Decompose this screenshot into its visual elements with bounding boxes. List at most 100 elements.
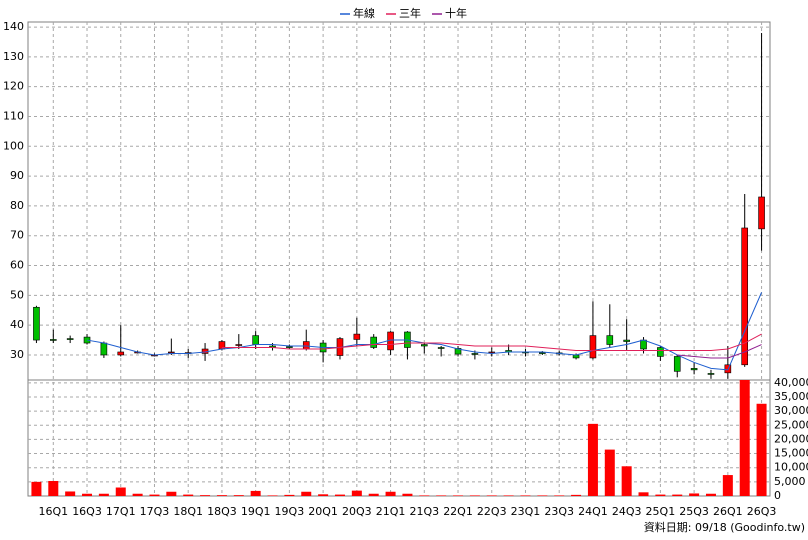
candle-body [758, 196, 765, 230]
x-tick-label: 21Q1 [376, 505, 406, 518]
y-tick-label: 35,000 [774, 390, 808, 403]
candle-body [673, 356, 681, 372]
volume-bar [402, 493, 413, 496]
x-tick-label: 17Q3 [140, 505, 170, 518]
candle-body [420, 344, 428, 347]
y-tick-label: 30,000 [774, 404, 808, 417]
candle-body [454, 348, 462, 355]
y-tick-label: 50 [10, 288, 24, 301]
volume-bar [284, 494, 295, 496]
volume-bar [587, 423, 598, 496]
volume-bar [689, 493, 700, 496]
y-tick-label: 130 [3, 50, 24, 63]
volume-bar [48, 481, 59, 496]
volume-bar [520, 495, 531, 496]
volume-bar [115, 487, 126, 496]
candle-body [117, 351, 125, 356]
x-tick-label: 18Q1 [173, 505, 203, 518]
y-tick-label: 40,000 [774, 376, 808, 389]
volume-bar [82, 493, 93, 496]
candle-body [286, 346, 293, 348]
candle-body [606, 335, 614, 345]
y-tick-label: 80 [10, 199, 24, 212]
x-tick-label: 18Q3 [207, 505, 237, 518]
volume-bar [486, 495, 497, 496]
volume-bar [571, 494, 582, 496]
candle-body [437, 347, 445, 349]
x-tick-label: 22Q3 [477, 505, 507, 518]
candle-body [235, 344, 243, 346]
candle-body [49, 339, 57, 341]
y-tick-label: 10,000 [774, 461, 808, 474]
volume-bar [98, 493, 109, 496]
candle-body [252, 335, 259, 345]
volume-bar [233, 495, 244, 496]
volume-bar [638, 492, 649, 496]
volume-bar [200, 495, 211, 496]
volume-bar [318, 494, 329, 496]
volume-bar [705, 493, 716, 496]
x-tick-label: 16Q3 [72, 505, 102, 518]
x-tick-label: 25Q1 [646, 505, 676, 518]
candle-body [33, 306, 40, 341]
volume-bar [65, 491, 76, 496]
legend-label: 年線 [353, 6, 375, 20]
volume-bar [739, 380, 750, 496]
volume-bar [149, 494, 160, 496]
candle-body [66, 338, 74, 340]
x-tick-label: 26Q3 [747, 505, 777, 518]
volume-bar [334, 494, 345, 496]
volume-bar [503, 495, 514, 496]
volume-bar [554, 495, 565, 496]
volume-bar [621, 466, 632, 496]
y-tick-label: 40 [10, 318, 24, 331]
x-tick-label: 20Q1 [308, 505, 338, 518]
volume-bar [301, 491, 312, 496]
x-tick-label: 26Q1 [713, 505, 743, 518]
candle-body [623, 339, 630, 342]
volume-bar [722, 475, 733, 496]
ma-line [677, 344, 762, 359]
plot-frame [27, 21, 771, 497]
candle-body [589, 335, 597, 359]
x-tick-label: 24Q1 [578, 505, 608, 518]
candle-body [370, 336, 378, 348]
y-tick-label: 25,000 [774, 418, 808, 431]
y-tick-label: 70 [10, 229, 24, 242]
y-tick-label: 20,000 [774, 432, 808, 445]
x-tick-label: 17Q1 [106, 505, 136, 518]
volume-bar [351, 490, 362, 496]
volume-bar [436, 495, 447, 496]
y-tick-label: 90 [10, 169, 24, 182]
y-tick-label: 110 [3, 109, 24, 122]
volume-bar [537, 495, 548, 496]
candle-body [353, 333, 361, 340]
y-tick-label: 140 [3, 20, 24, 33]
x-tick-label: 22Q1 [443, 505, 473, 518]
x-tick-label: 19Q3 [275, 505, 305, 518]
volume-bar [655, 494, 666, 496]
volume-bar [756, 403, 767, 496]
y-tick-label: 15,000 [774, 447, 808, 460]
candle-body [657, 347, 664, 357]
candle-body [302, 341, 310, 350]
volume-bar [183, 494, 194, 496]
x-tick-label: 19Q1 [241, 505, 271, 518]
volume-bar [469, 495, 480, 496]
y-tick-label: 0 [774, 489, 781, 502]
y-tick-label: 30 [10, 348, 24, 361]
volume-bar [132, 493, 143, 496]
volume-bar [166, 491, 177, 496]
legend-label: 三年 [399, 6, 421, 20]
y-tick-label: 100 [3, 139, 24, 152]
volume-bar [419, 495, 430, 496]
x-tick-label: 24Q3 [612, 505, 642, 518]
candle-body [741, 227, 749, 366]
x-tick-label: 23Q3 [544, 505, 574, 518]
volume-bar [31, 481, 42, 496]
volume-bar [453, 495, 464, 496]
candle-body [168, 351, 175, 354]
footer: 資料日期: 09/18 (Goodinfo.tw) [644, 520, 805, 534]
y-tick-label: 60 [10, 259, 24, 272]
